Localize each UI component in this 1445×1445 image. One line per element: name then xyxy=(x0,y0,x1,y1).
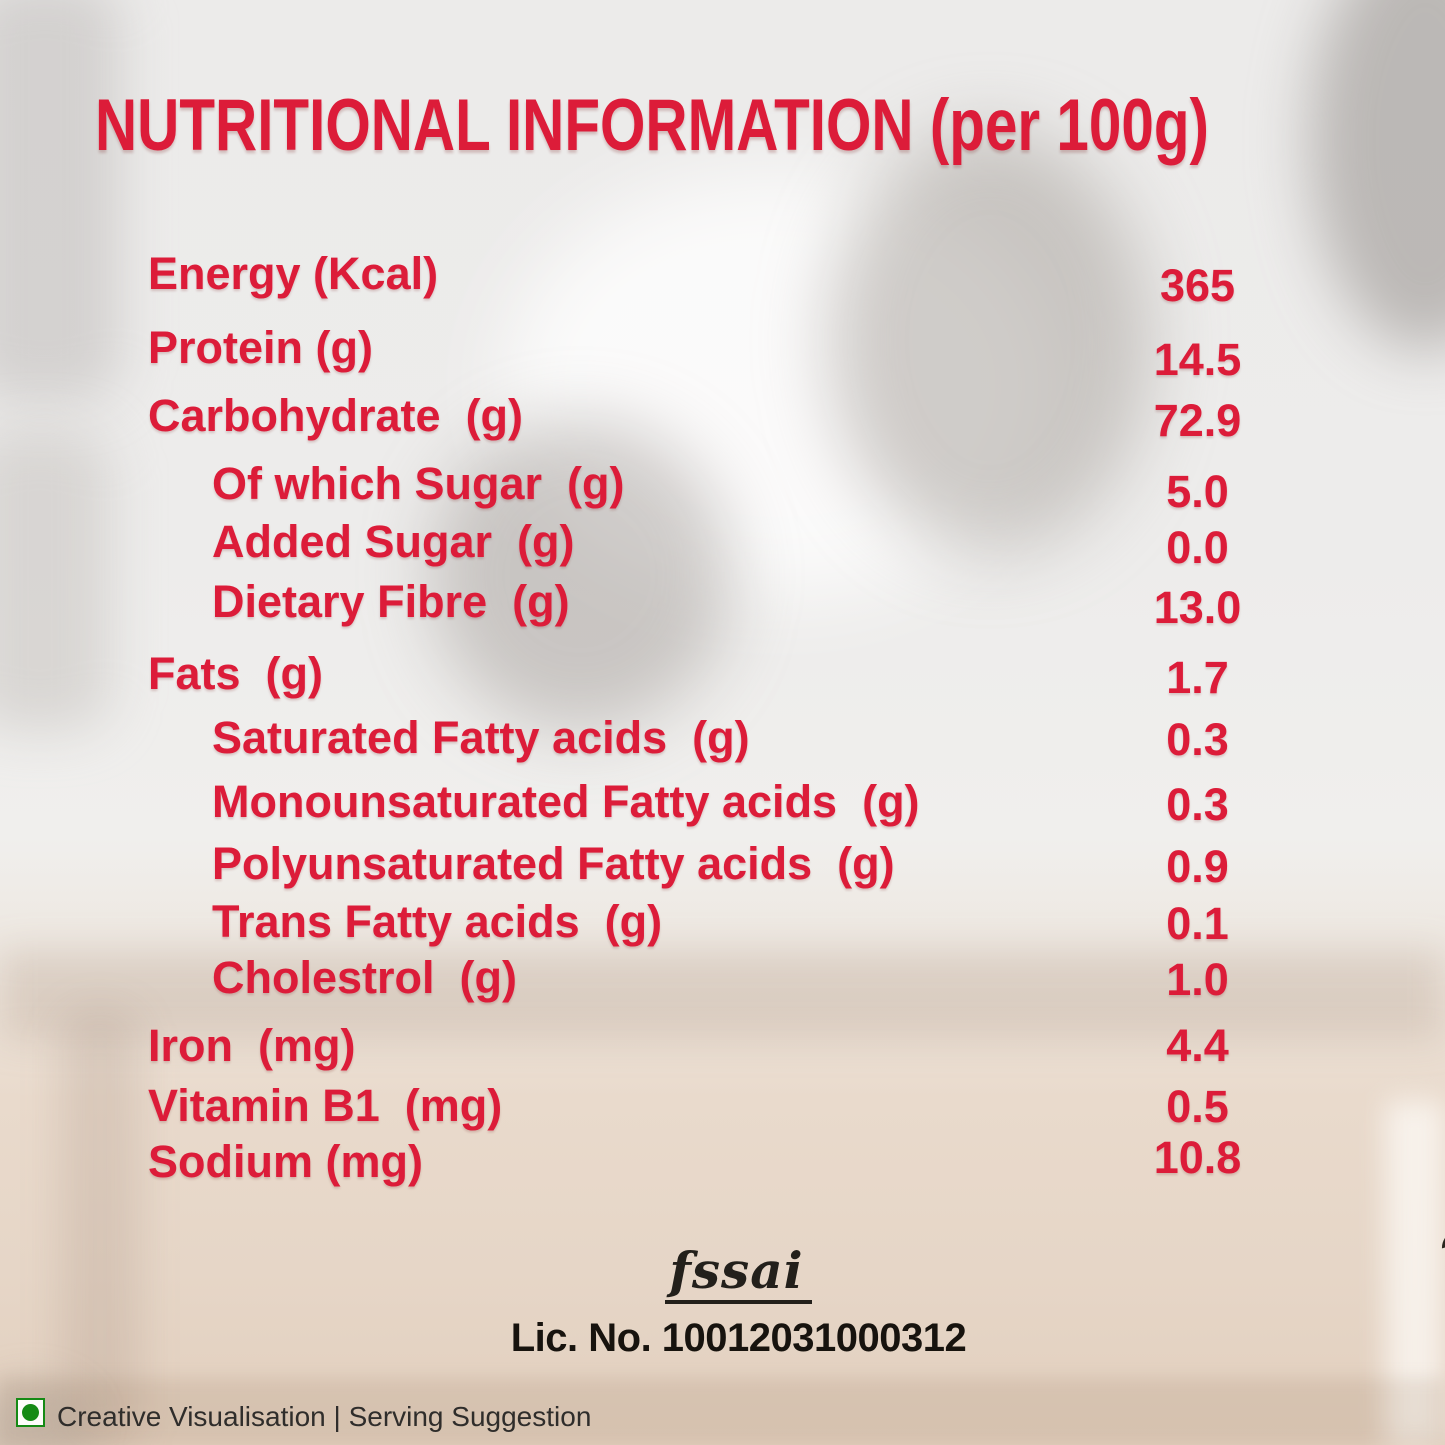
disclaimer-text: Creative Visualisation | Serving Suggest… xyxy=(57,1401,592,1432)
background-blur-jug xyxy=(430,420,730,730)
nutrient-label: Energy (Kcal) xyxy=(148,248,439,299)
table-row: Vitamin B1 (mg) 0.5 xyxy=(0,1080,1445,1142)
fssai-logo: fssai xyxy=(16,1227,1445,1304)
veg-mark-icon xyxy=(16,1398,45,1427)
table-row: Fats (g) 1.7 xyxy=(0,648,1445,710)
nutrient-value: 10.8 xyxy=(1153,1132,1242,1183)
nutrient-label: Of which Sugar (g) xyxy=(212,458,625,509)
nutrient-label: Monounsaturated Fatty acids (g) xyxy=(212,776,920,827)
nutrient-value: 72.9 xyxy=(1153,395,1242,446)
nutrient-value: 4.4 xyxy=(1166,1020,1229,1071)
nutrient-value: 0.9 xyxy=(1166,841,1229,892)
table-row: Polyunsaturated Fatty acids (g) 0.9 xyxy=(0,838,1445,900)
nutrient-label: Saturated Fatty acids (g) xyxy=(212,712,750,763)
nutrient-value: 1.7 xyxy=(1166,652,1229,703)
nutrient-label: Sodium (mg) xyxy=(148,1136,423,1187)
background-bottom-strip xyxy=(0,1378,1445,1445)
nutrient-value: 1.0 xyxy=(1166,954,1229,1005)
background-blur-shelf xyxy=(0,430,110,730)
nutrient-value: 0.1 xyxy=(1166,898,1229,949)
table-row: Of which Sugar (g) 5.0 xyxy=(0,458,1445,520)
nutrient-label: Carbohydrate (g) xyxy=(148,390,524,441)
table-row: Sodium (mg) 10.8 xyxy=(0,1132,1445,1198)
nutrient-value: 365 xyxy=(1159,260,1236,311)
nutrient-label: Vitamin B1 (mg) xyxy=(148,1080,503,1131)
background-blur-edge xyxy=(60,1010,140,1445)
table-row: Saturated Fatty acids (g) 0.3 xyxy=(0,712,1445,774)
nutrient-value: 0.0 xyxy=(1166,522,1229,573)
table-row: Energy (Kcal) 365 xyxy=(0,248,1445,311)
nutrient-label: Dietary Fibre (g) xyxy=(212,576,570,627)
table-row: Added Sugar (g) 0.0 xyxy=(0,516,1445,578)
veg-mark-dot xyxy=(22,1404,39,1421)
background-blur-kettle xyxy=(830,130,1150,550)
background-blur-shelf xyxy=(0,0,120,400)
page-title: NUTRITIONAL INFORMATION (per 100g) xyxy=(95,85,1209,166)
license-number: Lic. No. 10012031000312 xyxy=(510,1316,967,1360)
background-light-strip xyxy=(1385,1100,1445,1445)
nutrient-label: Polyunsaturated Fatty acids (g) xyxy=(212,838,895,889)
nutrient-value: 0.3 xyxy=(1166,779,1229,830)
background-table-edge xyxy=(0,950,1445,1040)
table-row: Trans Fatty acids (g) 0.1 xyxy=(0,896,1445,958)
nutrient-label: Added Sugar (g) xyxy=(212,516,575,567)
nutrient-value: 0.5 xyxy=(1166,1081,1229,1132)
nutrient-label: Fats (g) xyxy=(148,648,323,699)
fssai-wordmark: fssai xyxy=(665,1246,812,1304)
nutrient-value: 13.0 xyxy=(1153,582,1242,633)
nutrient-label: Iron (mg) xyxy=(148,1020,356,1071)
table-row: Monounsaturated Fatty acids (g) 0.3 xyxy=(0,776,1445,838)
table-row: Iron (mg) 4.4 xyxy=(0,1020,1445,1082)
nutrient-label: Trans Fatty acids (g) xyxy=(212,896,663,947)
nutrient-value: 5.0 xyxy=(1166,466,1229,517)
table-row: Dietary Fibre (g) 13.0 xyxy=(0,576,1445,638)
nutrient-value: 14.5 xyxy=(1153,334,1242,385)
table-row: Carbohydrate (g) 72.9 xyxy=(0,390,1445,452)
nutrient-label: Cholestrol (g) xyxy=(212,952,517,1003)
nutrient-value: 0.3 xyxy=(1166,714,1229,765)
table-row: Protein (g) 14.5 xyxy=(0,322,1445,385)
table-row: Cholestrol (g) 1.0 xyxy=(0,952,1445,1014)
nutrient-label: Protein (g) xyxy=(148,322,373,373)
